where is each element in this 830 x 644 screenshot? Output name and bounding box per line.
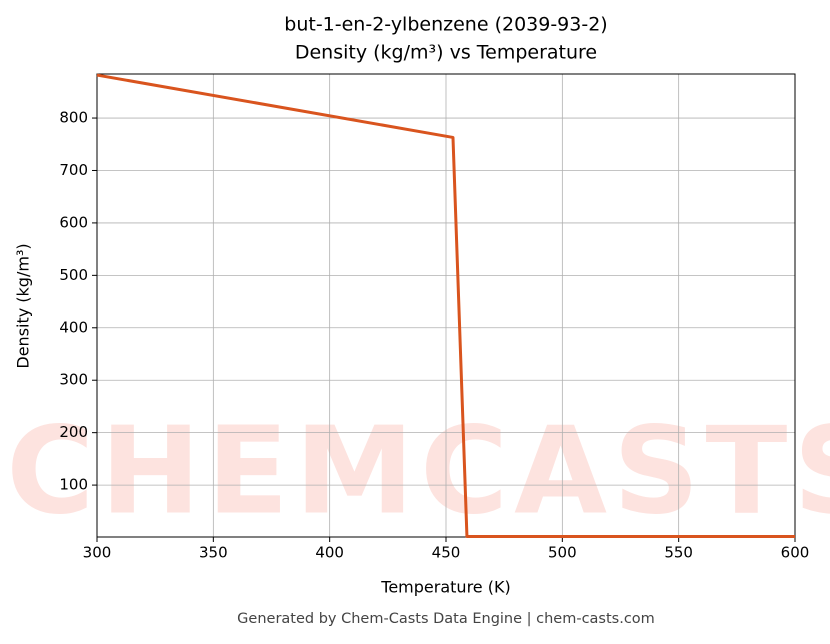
- y-tick-label: 100: [59, 476, 88, 494]
- x-tick-label: 400: [315, 544, 344, 562]
- y-tick-label: 700: [59, 161, 88, 179]
- x-axis-label: Temperature (K): [380, 578, 510, 597]
- watermark: CHEMCASTS: [6, 403, 830, 542]
- chart-title: but-1-en-2-ylbenzene (2039-93-2): [284, 14, 607, 36]
- y-tick-label: 200: [59, 423, 88, 441]
- y-tick-label: 300: [59, 371, 88, 389]
- plot-frame: [96, 73, 796, 538]
- x-tick-label: 550: [664, 544, 693, 562]
- data-line: [96, 73, 795, 538]
- y-tick-label: 600: [59, 213, 88, 231]
- x-tick-label: 350: [199, 544, 228, 562]
- chart-subtitle: Density (kg/m³) vs Temperature: [295, 42, 597, 64]
- x-tick-label: 600: [781, 544, 810, 562]
- y-axis-label: Density (kg/m³): [14, 243, 33, 368]
- x-tick-label: 500: [548, 544, 577, 562]
- footer: Generated by Chem-Casts Data Engine | ch…: [237, 611, 655, 627]
- x-tick-label: 450: [432, 544, 461, 562]
- y-tick-label: 800: [59, 109, 88, 127]
- x-tick-label: 300: [83, 544, 112, 562]
- y-tick-label: 500: [59, 266, 88, 284]
- y-tick-label: 400: [59, 318, 88, 336]
